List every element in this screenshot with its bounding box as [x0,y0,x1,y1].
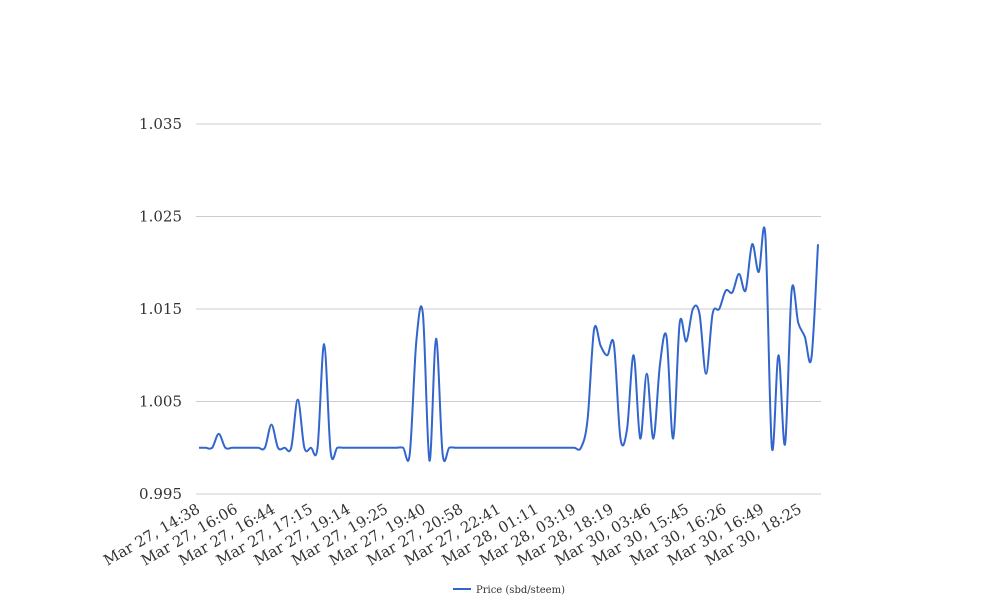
series-line-price [198,226,819,463]
legend-label-price: Price (sbd/steem) [476,585,565,596]
y-tick-label: 0.995 [139,485,182,503]
legend: Price (sbd/steem) [453,585,565,596]
gridlines [196,123,821,495]
y-tick-label: 1.035 [139,115,182,133]
series-layer [198,226,819,463]
y-tick-label: 1.025 [139,208,182,226]
y-axis-ticks: 0.995 1.005 1.015 1.025 1.035 [139,115,182,503]
y-tick-label: 1.015 [139,300,182,318]
y-tick-label: 1.005 [139,393,182,411]
